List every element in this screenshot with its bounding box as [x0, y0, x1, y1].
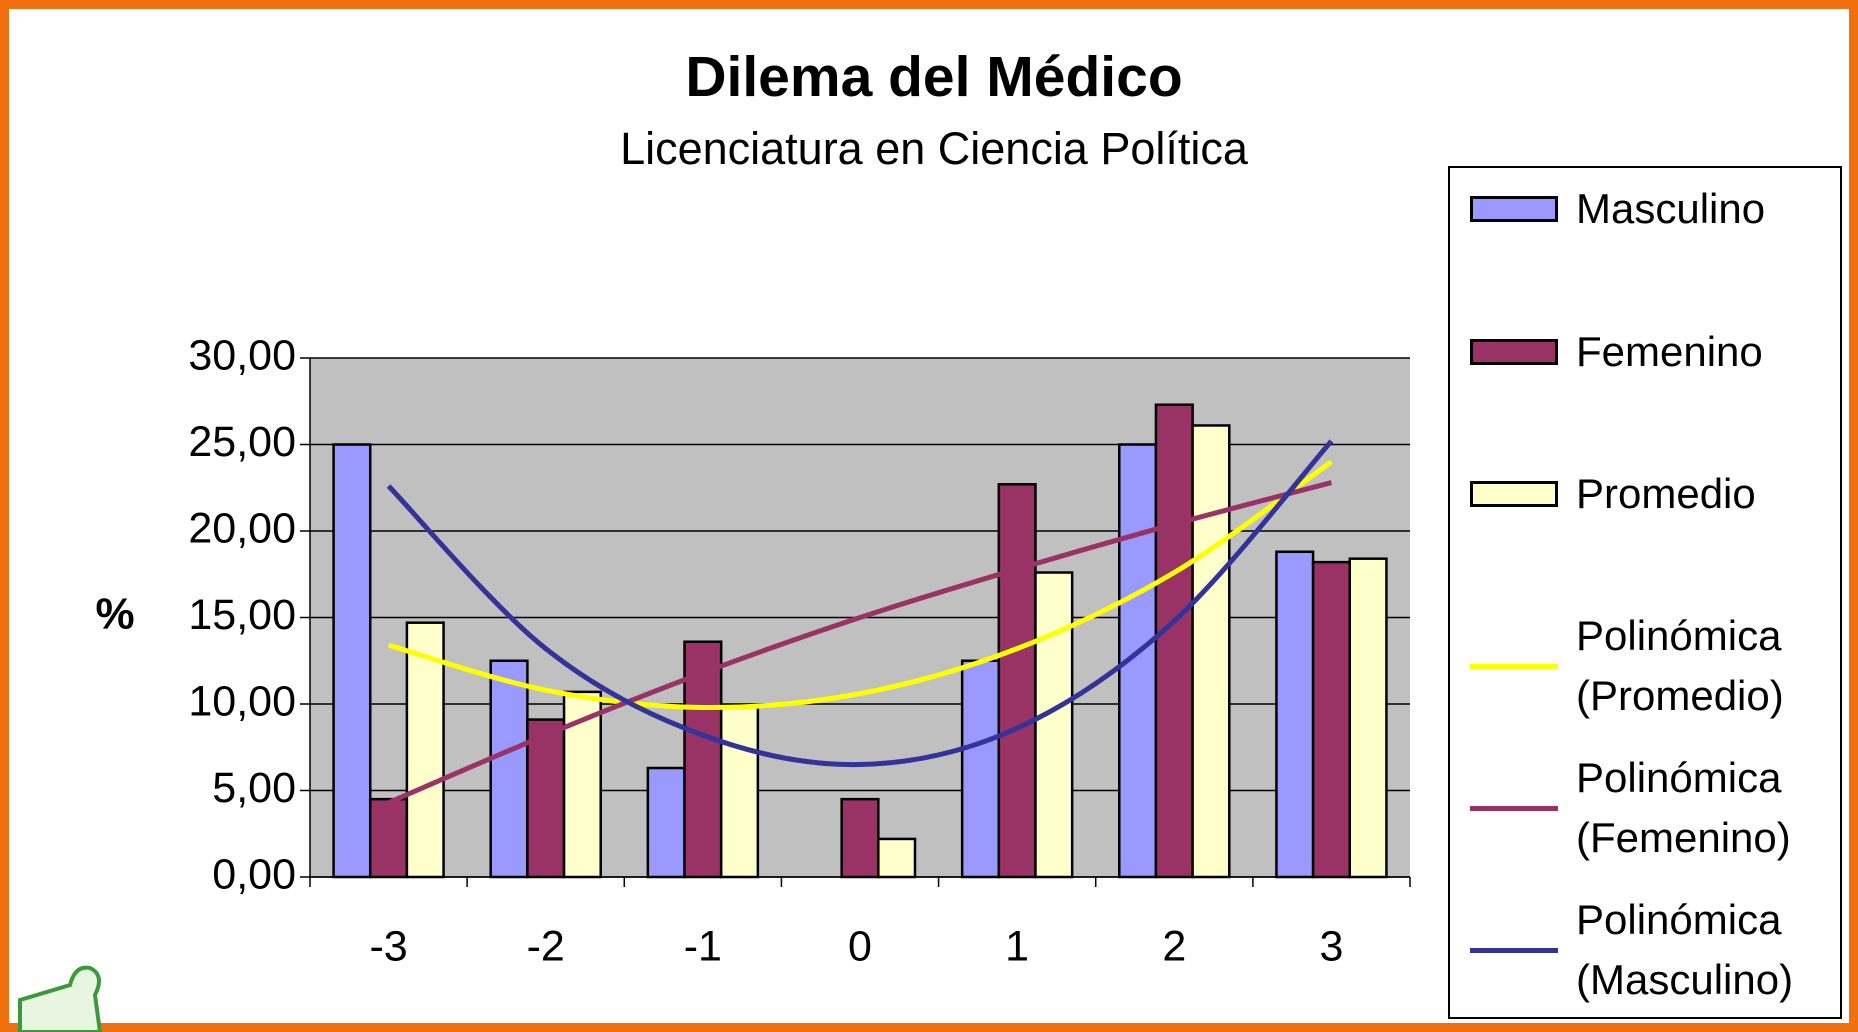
x-tick-label: -1 [684, 922, 722, 970]
x-tick-label: 1 [1005, 922, 1029, 970]
legend-label: Promedio [1576, 470, 1756, 517]
y-tick-label: 5,00 [212, 764, 296, 812]
trend-line [387, 480, 1333, 805]
legend-label: Polinómica (Masculino) [1576, 896, 1794, 1003]
legend-item: Masculino [1470, 179, 1838, 239]
y-tick-label: 30,00 [188, 331, 296, 379]
y-tick-label: 0,00 [212, 850, 296, 898]
bar [960, 659, 1001, 879]
bar [719, 704, 760, 879]
legend-swatch [1470, 805, 1558, 811]
legend-swatch [1470, 339, 1558, 365]
trend-line [386, 439, 1334, 768]
y-tick-label: 20,00 [188, 504, 296, 552]
bar [997, 483, 1037, 879]
bar [405, 621, 445, 879]
y-tick-label: 25,00 [188, 418, 296, 466]
legend-label: Polinómica (Femenino) [1576, 754, 1791, 861]
legend-item: Femenino [1470, 322, 1838, 382]
bar [840, 797, 880, 879]
x-tick-label: 2 [1162, 922, 1186, 970]
bar [683, 640, 723, 879]
bar [1348, 557, 1388, 879]
puzzle-icon [18, 965, 103, 1032]
bar [646, 766, 686, 879]
bar [489, 659, 529, 879]
x-tick-label: -2 [527, 922, 565, 970]
bar [1034, 571, 1074, 879]
bar [1154, 403, 1194, 879]
bar [1275, 550, 1315, 879]
y-axis-label: % [95, 590, 134, 639]
legend-label: Femenino [1576, 328, 1763, 375]
bar [1191, 424, 1231, 879]
legend-swatch [1470, 947, 1558, 953]
bar [877, 837, 917, 879]
bar [1311, 560, 1352, 879]
legend: Masculino Femenino Promedio Polinómica (Pro… [1448, 166, 1842, 1019]
legend-swatch [1470, 196, 1558, 222]
legend-label: Polinómica (Promedio) [1576, 612, 1784, 719]
trend-line [387, 459, 1333, 711]
y-tick-label: 10,00 [188, 677, 296, 725]
legend-swatch [1470, 481, 1558, 507]
legend-item: Promedio [1470, 464, 1838, 524]
y-tick-label: 15,00 [188, 591, 296, 639]
bar [368, 797, 409, 879]
legend-label: Masculino [1576, 185, 1766, 232]
legend-item: Polinómica (Femenino) [1470, 748, 1838, 868]
legend-swatch [1470, 663, 1558, 669]
x-tick-label: 3 [1319, 922, 1343, 970]
chart-subtitle: Licenciatura en Ciencia Política [620, 123, 1249, 174]
legend-item: Polinómica (Masculino) [1470, 890, 1838, 1010]
x-tick-label: 0 [848, 922, 872, 970]
chart-title: Dilema del Médico [685, 45, 1182, 109]
legend-item: Polinómica (Promedio) [1470, 606, 1838, 726]
bar [332, 443, 372, 879]
x-tick-label: -3 [369, 922, 407, 970]
